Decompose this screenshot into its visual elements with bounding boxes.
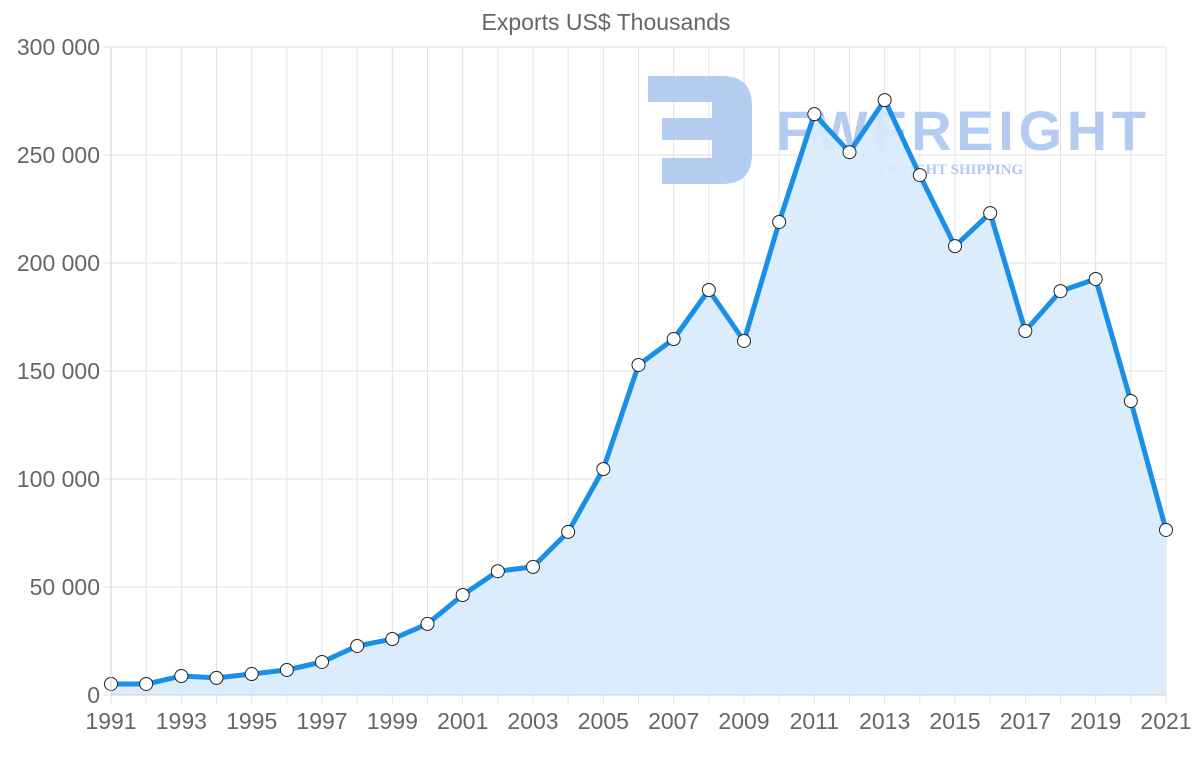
y-tick-label: 0 [87,682,100,708]
data-point[interactable] [455,587,470,602]
data-point[interactable] [279,662,294,677]
x-tick-label: 2013 [859,708,910,734]
x-tick-label: 2015 [929,708,980,734]
x-tick-label: 1995 [226,708,277,734]
data-point[interactable] [666,332,681,347]
data-point[interactable] [983,206,998,221]
x-tick-label: 1993 [156,708,207,734]
chart-title: Exports US$ Thousands [482,9,731,35]
data-point[interactable] [948,239,962,254]
x-tick-label: 2011 [790,708,839,734]
data-point[interactable] [772,214,787,229]
y-tick-label: 100 000 [17,466,100,492]
y-axis: 0 50 000 100 000 150 000 200 000 250 000 300 0… [17,34,112,708]
data-point[interactable] [561,524,576,539]
y-tick-label: 200 000 [17,250,100,276]
data-point[interactable] [877,93,892,108]
y-tick-label: 150 000 [17,358,100,384]
x-tick-label: 1999 [367,708,418,734]
data-point[interactable] [1053,284,1068,299]
data-point[interactable] [596,462,611,477]
data-point[interactable] [701,283,716,297]
y-tick-label: 300 000 [17,34,100,60]
data-point[interactable] [385,632,400,647]
x-tick-label: 2003 [507,708,558,734]
x-tick-label: 2001 [437,708,488,734]
data-point[interactable] [174,668,189,683]
x-tick-label: 2007 [648,708,699,734]
area-fill [111,100,1166,696]
data-point[interactable] [139,676,154,691]
data-points [104,93,1173,691]
x-tick-label: 1991 [85,708,136,734]
data-point[interactable] [526,559,540,574]
data-point[interactable] [842,145,857,160]
x-tick-label: 1997 [296,708,347,734]
data-point[interactable] [807,107,822,122]
data-point[interactable] [737,333,751,348]
data-point[interactable] [490,564,505,579]
fwfreight-logo-icon [648,76,752,184]
data-point[interactable] [350,638,365,653]
y-tick-label: 250 000 [17,142,100,168]
data-point[interactable] [1123,394,1138,409]
data-point[interactable] [912,168,927,183]
data-point[interactable] [1159,522,1173,537]
x-tick-label: 2019 [1070,708,1121,734]
x-tick-label: 2017 [1000,708,1051,734]
x-tick-label: 2009 [718,708,769,734]
x-tick-label: 2021 [1140,708,1191,734]
y-tick-label: 50 000 [30,574,100,600]
x-tick-label: 2005 [578,708,629,734]
data-point[interactable] [244,667,259,682]
data-point[interactable] [1018,324,1033,339]
data-point[interactable] [209,670,224,685]
data-point[interactable] [631,357,646,372]
data-point[interactable] [420,616,435,631]
x-axis: 1991 1993 1995 1997 1999 2001 2003 2005 2007 2009… [85,694,1192,734]
data-point[interactable] [1088,271,1103,286]
data-point[interactable] [315,654,329,669]
